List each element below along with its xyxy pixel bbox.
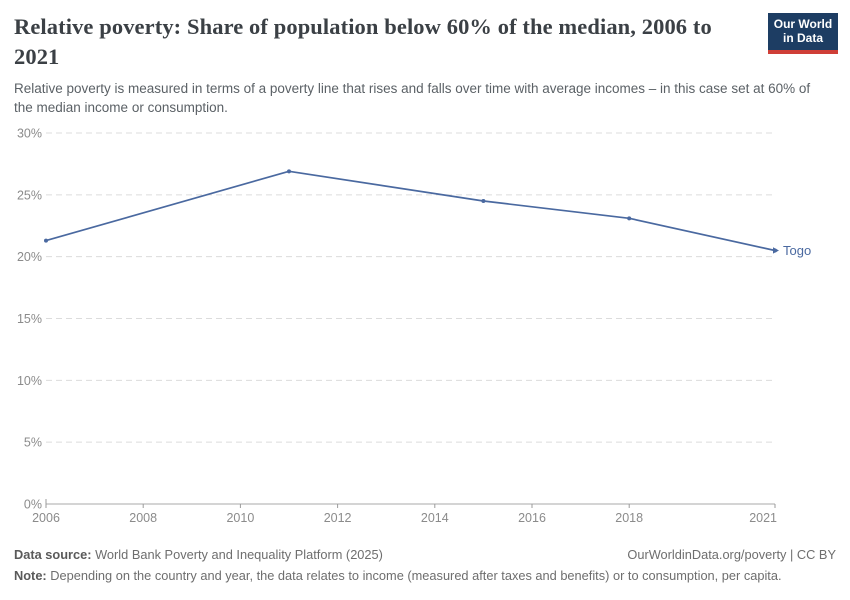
x-axis: 2006 2008 2010 2012 2014 2016 2018 2021 [32, 499, 777, 525]
x-tick-label: 2018 [615, 511, 643, 525]
y-tick-label: 10% [17, 374, 42, 388]
x-tick-label: 2010 [226, 511, 254, 525]
data-point [287, 169, 291, 174]
credit-link: OurWorldinData.org/poverty | CC BY [627, 547, 836, 562]
y-tick-label: 20% [17, 250, 42, 264]
series-togo: Togo [44, 169, 811, 258]
x-tick-label: 2014 [421, 511, 449, 525]
y-axis-labels: 0% 5% 10% 15% 20% 25% 30% [17, 127, 42, 512]
data-point [44, 238, 48, 243]
chart-subtitle: Relative poverty is measured in terms of… [14, 81, 811, 115]
line-chart: 0%5%10%15%20%25%30%2006 2008 2010 2012 2014 2… [17, 127, 811, 526]
y-tick-label: 30% [17, 127, 42, 141]
chart-footer: Data source: World Bank Poverty and Ineq… [0, 544, 850, 586]
x-tick-label: 2008 [129, 511, 157, 525]
x-tick-label: 2016 [518, 511, 546, 525]
data-source: Data source: World Bank Poverty and Ineq… [14, 544, 383, 565]
owid-logo: Our World in Data [768, 13, 838, 54]
x-tick-label: 2006 [32, 511, 60, 525]
y-tick-label: 25% [17, 188, 42, 202]
y-tick-label: 0% [24, 498, 42, 512]
line-chart-area: 0% 5% 10% 15% 20% 25% 30% 2006 2008 2010 2012 2014 2… [0, 120, 850, 545]
page-title: Relative poverty: Share of population be… [14, 14, 712, 69]
y-tick-label: 5% [24, 436, 42, 450]
y-tick-label: 15% [17, 312, 42, 326]
note-label: Note: [14, 568, 47, 583]
chart-header: Relative poverty: Share of population be… [0, 0, 850, 117]
y-gridlines [46, 132, 775, 443]
data-point [481, 199, 486, 204]
note-text: Depending on the country and year, the d… [46, 568, 782, 583]
data-source-label: Data source: [14, 547, 92, 562]
data-line [45, 170, 776, 252]
data-point [627, 216, 632, 221]
x-tick-label: 2021 [749, 511, 777, 525]
data-source-text: World Bank Poverty and Inequality Platfo… [91, 547, 383, 562]
x-tick-label: 2012 [324, 511, 352, 525]
line-end-arrow [773, 247, 779, 254]
series-end-label: Togo [783, 243, 811, 258]
owid-logo-line2: in Data [782, 30, 823, 45]
owid-logo-line1: Our World [773, 17, 833, 31]
